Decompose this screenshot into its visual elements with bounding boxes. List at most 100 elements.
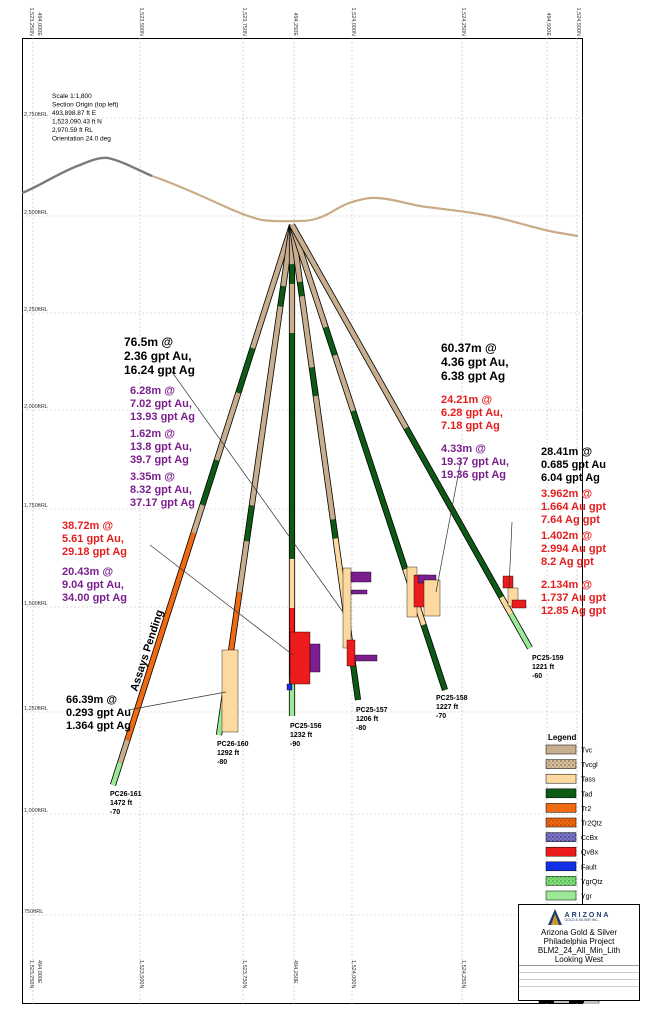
- legend-swatch: [545, 832, 577, 842]
- hole-label: PC26-161 1472 ft -70: [110, 791, 142, 816]
- title-line-4: Looking West: [554, 955, 604, 964]
- grid-rl-labels: 2,750ftRL 2,500ftRL 2,250ftRL 2,000ftRL 1,75…: [24, 112, 48, 915]
- intercept-line: 3.962m @: [541, 488, 592, 500]
- intercept-line: 66.39m @: [66, 694, 117, 706]
- intercept-line: 9.04 gpt Au,: [62, 579, 124, 591]
- company-logo: ARIZONA GOLD & SILVER INC.: [519, 909, 639, 925]
- scale-line: Scale 1:1,800: [52, 93, 92, 100]
- hole-dip: -80: [217, 759, 227, 766]
- mineralized-block: [354, 654, 378, 662]
- legend-swatch: [545, 846, 577, 857]
- intercept-callout: 6.28m @7.02 gpt Au,13.93 gpt Ag: [130, 385, 195, 423]
- legend-swatch: [545, 788, 577, 799]
- legend-item: QvBx: [545, 846, 599, 857]
- intercept-line: 4.36 gpt Au,: [441, 355, 509, 369]
- grid-bottom-label: 1,523,250N: [28, 960, 34, 988]
- company-subname: GOLD & SILVER INC.: [564, 917, 599, 922]
- legend-swatch: [545, 803, 577, 813]
- grid-top-label: 494,000E: [36, 12, 42, 36]
- intercept-callout: 4.33m @19.37 gpt Au,19.36 gpt Ag: [441, 443, 509, 481]
- title-line-2: Philadelphia Project: [543, 937, 615, 946]
- legend-swatch: [545, 744, 577, 755]
- grid-bottom-label: 494,000E: [36, 960, 42, 984]
- legend-label: Tass: [581, 777, 596, 784]
- scale-line: Section Origin (top left): [52, 102, 118, 109]
- lithology-segment: [278, 285, 286, 307]
- scale-bar: [538, 1000, 600, 1004]
- lithology-segment: [404, 426, 504, 599]
- intercept-line: 6.04 gpt Ag: [541, 472, 600, 484]
- legend-item: Ygr: [545, 890, 593, 901]
- intercept-line: 3.35m @: [130, 471, 175, 483]
- intercept-line: 1.737 Au gpt: [541, 592, 606, 604]
- lithology-segment: [214, 392, 241, 461]
- hole-dip: -90: [290, 741, 300, 748]
- intercept-callout: 28.41m @0.685 gpt Au6.04 gpt Ag: [541, 446, 606, 484]
- grid-bottom-labels: 1,523,250N 494,000E 1,523,500N 1,523,750N 49…: [28, 960, 581, 988]
- legend-swatch: [545, 817, 577, 828]
- lithology-segment: [313, 395, 336, 520]
- legend-title: Legend: [548, 733, 577, 742]
- grid-rl-label: 2,250ftRL: [24, 307, 48, 313]
- drillhole-trace: [289, 223, 533, 650]
- lithology-segment: [191, 504, 205, 534]
- intercept-line: 1.402m @: [541, 530, 592, 542]
- lithology-segment: [330, 519, 338, 539]
- legend-swatch: [545, 876, 577, 886]
- mineralized-block: [221, 649, 239, 733]
- logo-mark-icon: [547, 909, 562, 925]
- intercept-line: 1.664 Au gpt: [541, 501, 606, 513]
- scale-line: 1,523,090.43 ft N: [52, 119, 102, 126]
- lithology-segment: [289, 224, 328, 329]
- legend-swatch: [545, 773, 577, 784]
- intercept-line: 24.21m @: [441, 394, 492, 406]
- grid-top-label: 1,523,250N: [28, 8, 34, 36]
- lithology-segment: [289, 223, 409, 430]
- lithology-segment: [323, 326, 338, 356]
- mineralized-intervals: [221, 566, 527, 733]
- intercept-line: 19.37 gpt Au,: [441, 456, 509, 468]
- intercept-line: 12.85 Ag gpt: [541, 605, 606, 617]
- hole-dip: -70: [436, 713, 446, 720]
- grid-bottom-label: 494,250E: [292, 960, 298, 984]
- grid-rl-label: 1,250ftRL: [24, 706, 48, 712]
- lithology-segment: [297, 281, 305, 297]
- hole-id: PC25-156: [290, 723, 322, 730]
- title-block: ARIZONA GOLD & SILVER INC. Arizona Gold …: [518, 904, 640, 1004]
- grid-top-label: 494,500E: [545, 12, 551, 36]
- hole-length: 1232 ft: [290, 732, 313, 739]
- intercept-line: 39.7 gpt Ag: [130, 454, 189, 466]
- legend-label: CcBx: [581, 835, 598, 842]
- lithology-segment: [351, 410, 408, 570]
- lithology-segment: [200, 459, 220, 506]
- grid-bottom-label: 1,524,250N: [460, 960, 466, 988]
- hole-label: PC25-157 1206 ft -80: [356, 707, 388, 732]
- mineralized-block: [286, 683, 293, 691]
- lithology-segment: [332, 354, 356, 412]
- legend-item: Tass: [545, 773, 596, 784]
- company-name: ARIZONA: [564, 911, 611, 919]
- hole-id: PC25-157: [356, 707, 388, 714]
- drillhole-trace: [289, 224, 448, 691]
- intercept-line: 7.18 gpt Ag: [441, 420, 500, 432]
- intercept-line: 34.00 gpt Ag: [62, 592, 127, 604]
- legend-label: YgrQtz: [581, 879, 603, 886]
- intercept-line: 16.24 gpt Ag: [124, 363, 195, 377]
- topography-grey: [21, 156, 153, 195]
- scale-line: 2,970.59 ft RL: [52, 127, 93, 134]
- title-block-table: [519, 965, 639, 1004]
- hole-id: PC25-158: [436, 695, 468, 702]
- hole-length: 1472 ft: [110, 800, 133, 807]
- legend-label: Ygr: [581, 894, 593, 901]
- section-frame: [22, 38, 583, 1004]
- intercept-line: 7.64 Ag gpt: [541, 514, 600, 526]
- grid-rl-label: 1,000ftRL: [24, 808, 48, 814]
- intercept-callout: 60.37m @4.36 gpt Au,6.38 gpt Ag: [441, 341, 509, 383]
- grid-rl-label: 750ftRL: [24, 909, 43, 915]
- lithology-segment: [117, 739, 130, 764]
- intercept-line: 60.37m @: [441, 341, 497, 355]
- intercept-line: 6.28 gpt Au,: [441, 407, 503, 419]
- legend-swatch: [545, 759, 577, 769]
- lithology-segment: [508, 613, 533, 650]
